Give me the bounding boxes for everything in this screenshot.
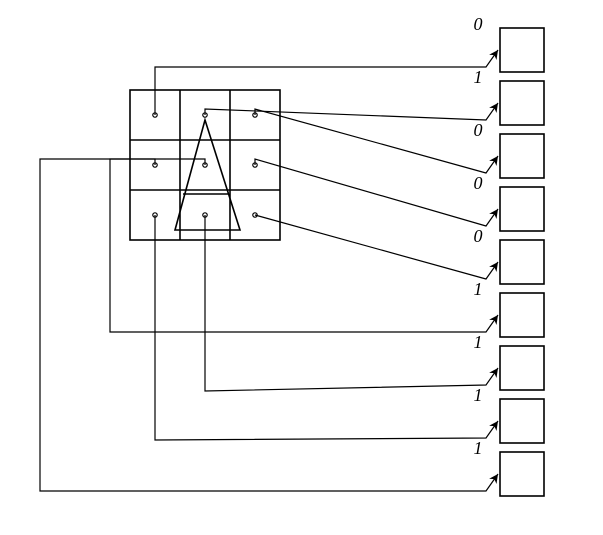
output-box	[500, 134, 544, 178]
output-label: 0	[474, 226, 483, 246]
output-label: 1	[474, 385, 483, 405]
wire	[155, 50, 498, 115]
wires-group	[40, 50, 498, 491]
output-label: 1	[474, 279, 483, 299]
output-box	[500, 240, 544, 284]
wire	[255, 215, 498, 279]
wire	[155, 215, 498, 440]
output-box	[500, 452, 544, 496]
output-label: 1	[474, 438, 483, 458]
output-box	[500, 293, 544, 337]
wire	[205, 103, 498, 120]
wire	[110, 159, 498, 332]
output-box	[500, 346, 544, 390]
output-box	[500, 28, 544, 72]
output-label: 0	[474, 120, 483, 140]
output-box	[500, 81, 544, 125]
output-label: 0	[474, 14, 483, 34]
diagram-canvas: 0 1 0 0 0 1 1 1 1	[0, 0, 603, 535]
output-label: 0	[474, 173, 483, 193]
output-column: 0 1 0 0 0 1 1 1 1	[474, 14, 545, 496]
output-box	[500, 399, 544, 443]
output-label: 1	[474, 332, 483, 352]
output-label: 1	[474, 67, 483, 87]
wire	[255, 159, 498, 226]
wire	[40, 159, 498, 491]
output-box	[500, 187, 544, 231]
